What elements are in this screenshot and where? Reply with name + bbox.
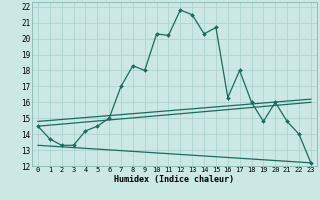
X-axis label: Humidex (Indice chaleur): Humidex (Indice chaleur) bbox=[115, 175, 234, 184]
